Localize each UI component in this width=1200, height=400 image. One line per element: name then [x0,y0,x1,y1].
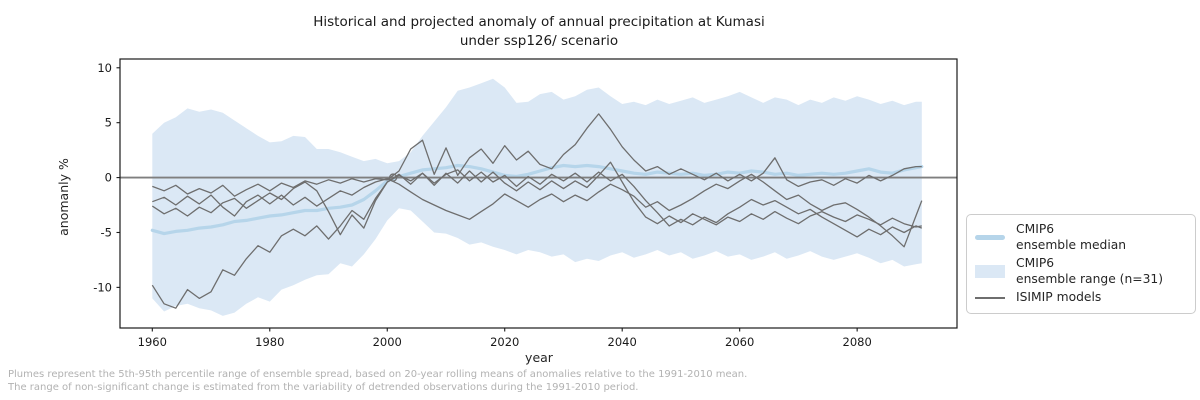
footnote-line-2: The range of non-significant change is e… [8,382,639,393]
axes-frame [119,58,958,329]
footnote-line-1: Plumes represent the 5th-95th percentile… [8,369,748,380]
legend-item-range-label: CMIP6 ensemble range (n=31) [1016,256,1163,287]
footnote: Plumes represent the 5th-95th percentile… [8,368,747,394]
legend-text: CMIP6 [1016,256,1055,270]
cmip6-ensemble-median-line [150,163,924,236]
x-tick-label: 2000 [373,335,402,349]
legend-text: ISIMIP models [1016,290,1102,304]
legend-text: ensemble range (n=31) [1016,271,1164,286]
chart-title-line-1: Historical and projected anomaly of annu… [313,14,765,30]
x-tick-label: 1960 [138,335,167,349]
y-tick-label: -5 [101,226,112,240]
cmip6-ensemble-range-band [152,78,922,316]
x-tick-label: 2040 [608,335,637,349]
legend-item-isimip: ISIMIP models [975,290,1187,306]
x-tick-label: 2020 [490,335,519,349]
x-tick-label: 1980 [255,335,284,349]
isimip-model-line-2 [152,173,923,248]
isimip-model-line-1 [152,113,922,197]
y-tick-label: 10 [97,61,112,75]
legend-text: ensemble median [1016,237,1127,252]
isimip-model-line-3 [151,161,922,236]
median-line-swatch-icon [975,235,1005,240]
convergence-marker [388,173,398,182]
y-tick-label: 5 [105,116,112,130]
y-tick-label: -10 [93,280,112,294]
y-tick-label: 0 [105,171,112,185]
x-tick-label: 2060 [725,335,754,349]
isimip-model-line-4 [151,169,923,309]
legend-item-range: CMIP6 ensemble range (n=31) [975,256,1187,287]
legend: CMIP6 ensemble median CMIP6 ensemble ran… [966,214,1196,314]
chart-title-line-2: under ssp126/ scenario [459,33,619,49]
model-line-swatch-icon [975,296,1005,299]
legend-item-median: CMIP6 ensemble median [975,222,1187,253]
legend-item-median-label: CMIP6 ensemble median [1016,222,1126,253]
x-tick-label: 2080 [843,335,872,349]
chart-title: Historical and projected anomaly of annu… [120,13,958,51]
x-axis-label: year [525,350,553,365]
range-fill-swatch-icon [975,265,1005,278]
legend-item-isimip-label: ISIMIP models [1016,290,1101,306]
legend-text: CMIP6 [1016,222,1055,236]
